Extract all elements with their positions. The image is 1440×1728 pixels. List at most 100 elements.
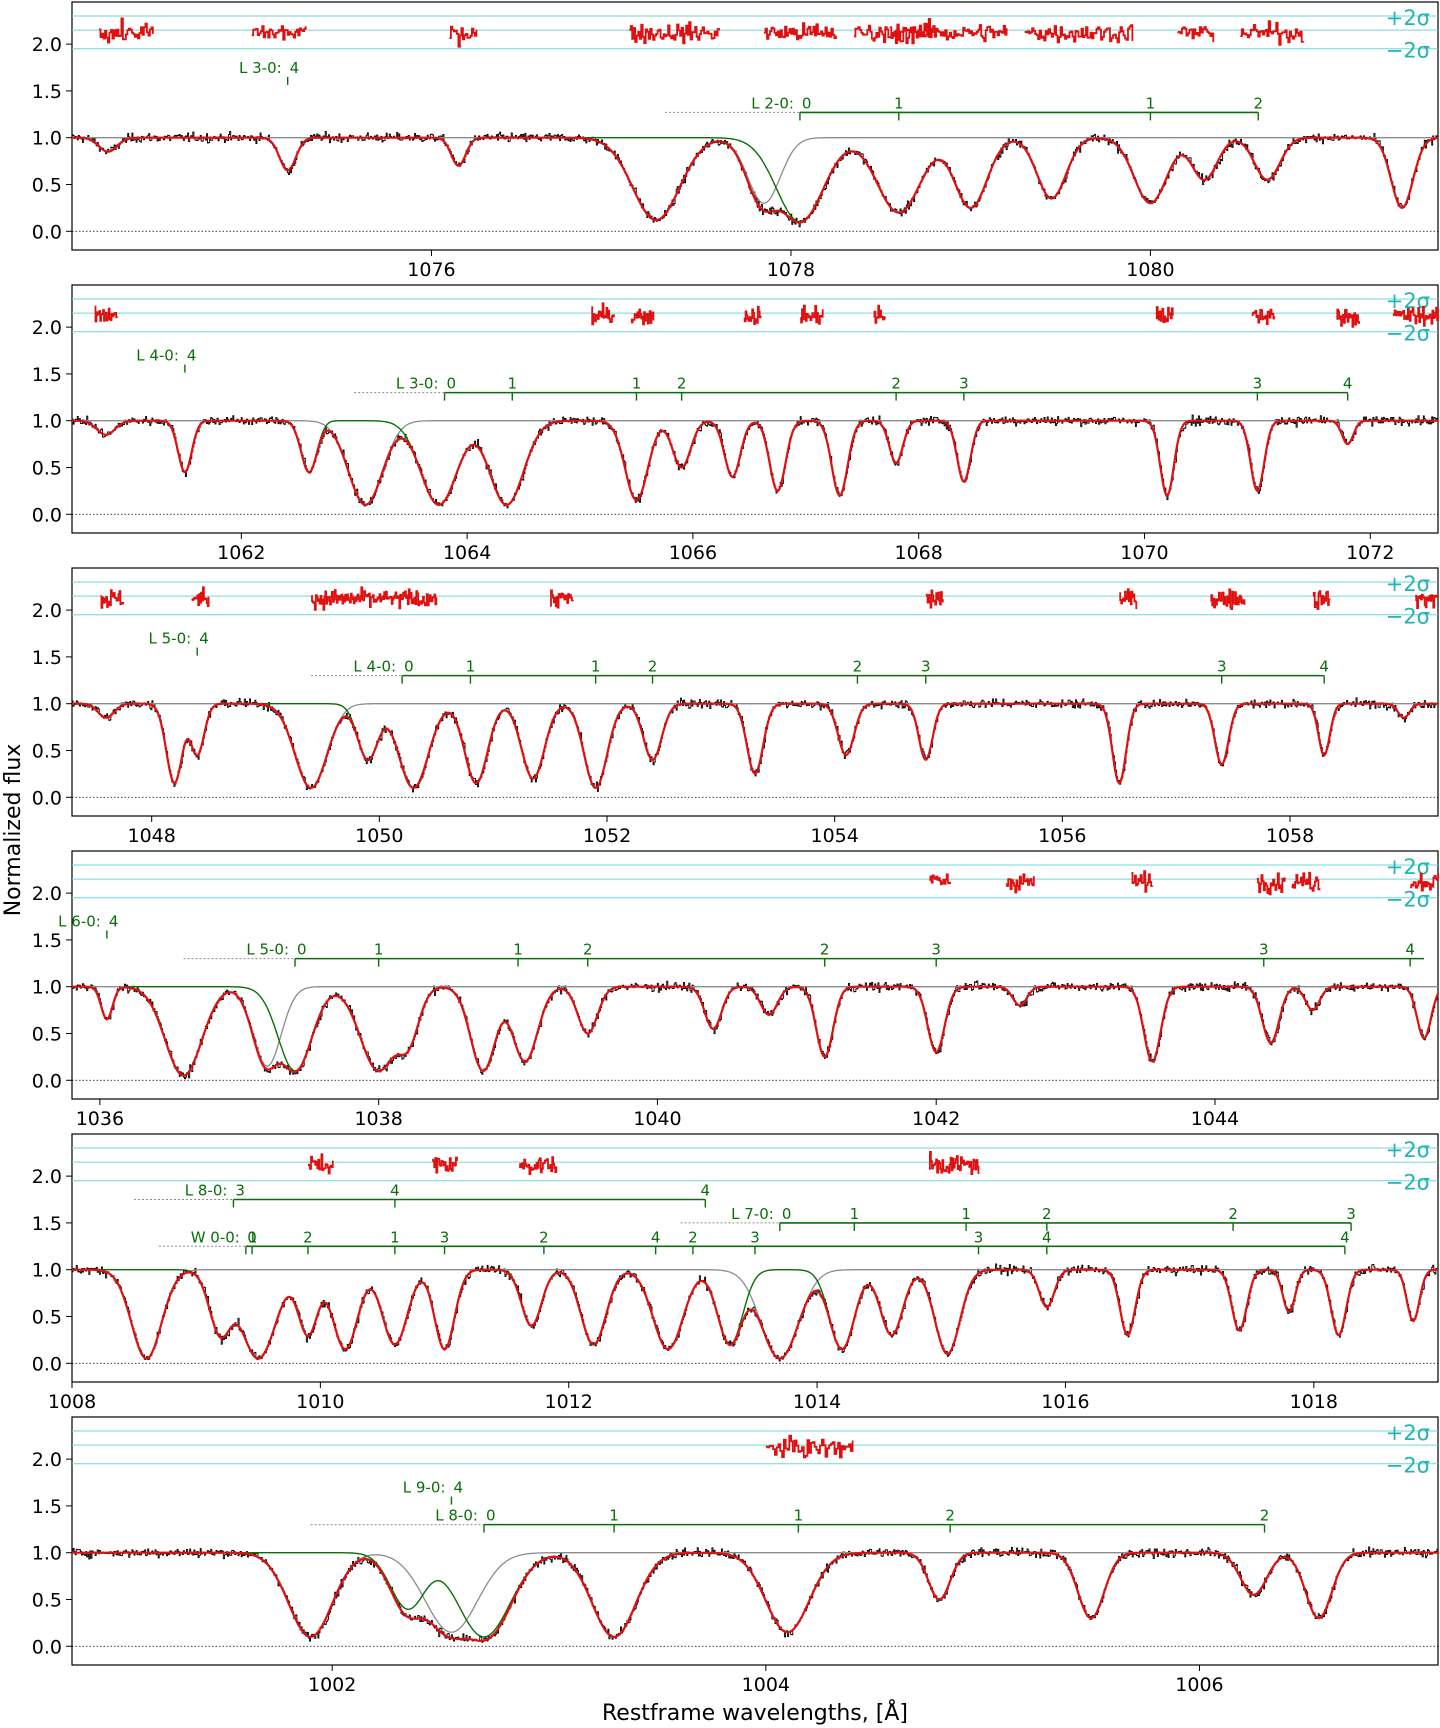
residual-segment — [1177, 26, 1215, 43]
residual-segment — [889, 18, 1008, 45]
line-marker-tick-label: 3 — [931, 941, 941, 959]
y-tick-label: 1.0 — [32, 694, 62, 716]
line-marker-prefix: L 3-0: — [239, 59, 282, 77]
sigma-plus-label: +2σ — [1386, 6, 1430, 30]
residual-segment — [591, 302, 615, 326]
y-tick-label: 2.0 — [32, 34, 62, 56]
line-marker-prefix: L 6-0: — [58, 913, 101, 931]
residual-segment — [1119, 588, 1138, 610]
residual-segment — [550, 589, 574, 609]
line-marker-tick-label: 1 — [513, 941, 523, 959]
line-marker-tick-label: 4 — [701, 1182, 711, 1200]
y-tick-label: 1.5 — [32, 364, 62, 386]
sigma-plus-label: +2σ — [1386, 1421, 1430, 1445]
line-marker-tick-label: 4 — [651, 1228, 661, 1246]
y-tick-label: 2.0 — [32, 883, 62, 905]
residual-segment — [519, 1156, 558, 1176]
line-marker-tick-label: 4 — [290, 59, 300, 77]
line-marker-tick-label: 1 — [466, 658, 476, 676]
line-marker-tick-label: 2 — [688, 1228, 698, 1246]
residual-segment — [1131, 870, 1154, 893]
line-marker-tick-label: 0 — [486, 1507, 496, 1525]
x-tick-label: 1012 — [545, 1391, 593, 1413]
residual-segment — [94, 305, 119, 323]
panel-frame — [71, 1, 1439, 251]
line-marker-tick-label: 3 — [1259, 941, 1269, 959]
line-marker-tick-label: 1 — [248, 1228, 258, 1246]
panel-1: +2σ −2σ 4 L 3-0: 0 1 1 2 L 2-0: 0.0 0.5 1.0 1.5 2.0 10… — [32, 1, 1439, 281]
residual-segment — [873, 304, 886, 324]
y-tick-label: 2.0 — [32, 317, 62, 339]
line-marker-tick-label: 2 — [648, 658, 658, 676]
y-tick-label: 0.5 — [32, 457, 62, 479]
residual-segment — [1251, 308, 1276, 325]
x-tick-label: 1076 — [407, 259, 455, 281]
x-tick-label: 1062 — [217, 542, 265, 564]
y-tick-label: 1.0 — [32, 1543, 62, 1565]
residual-segment — [307, 1153, 334, 1175]
residual-segment — [1392, 305, 1439, 327]
model-component — [72, 420, 1438, 506]
line-marker-tick-label: 3 — [1217, 658, 1227, 676]
line-marker-tick-label: 3 — [750, 1228, 760, 1246]
line-marker-tick-label: 1 — [609, 1507, 619, 1525]
sigma-plus-label: +2σ — [1386, 855, 1430, 879]
model-total — [72, 1268, 1438, 1360]
line-marker-tick-label: 1 — [894, 94, 904, 112]
model-other-component — [72, 420, 1438, 506]
line-marker-tick-label: 0 — [404, 658, 414, 676]
line-marker-prefix: L 7-0: — [731, 1205, 774, 1223]
sigma-minus-label: −2σ — [1386, 1171, 1430, 1195]
line-marker-tick-label: 3 — [921, 658, 931, 676]
panel-3: +2σ −2σ 4 L 5-0: 0 1 1 2 2 3 3 4 L 4-0: 0.0 0.5 1.0 1.5 2… — [32, 567, 1439, 847]
y-tick-label: 1.5 — [32, 930, 62, 952]
sigma-minus-label: −2σ — [1386, 322, 1430, 346]
y-tick-label: 0.0 — [32, 1353, 62, 1375]
line-marker-tick-label: 0 — [802, 94, 812, 112]
line-marker-tick-label: 3 — [235, 1182, 245, 1200]
line-marker-tick-label: 2 — [1260, 1507, 1270, 1525]
line-marker-tick-label: 0 — [297, 941, 307, 959]
line-marker-tick-label: 3 — [440, 1228, 450, 1246]
panel-frame — [71, 1133, 1439, 1383]
residual-segment — [251, 25, 307, 41]
line-marker-prefix: L 2-0: — [751, 94, 794, 112]
x-tick-label: 1044 — [1191, 1108, 1239, 1130]
sigma-minus-label: −2σ — [1386, 605, 1430, 629]
x-tick-label: 1050 — [355, 825, 403, 847]
x-tick-label: 1038 — [354, 1108, 402, 1130]
y-tick-label: 1.0 — [32, 128, 62, 150]
x-tick-label: 1048 — [128, 825, 176, 847]
line-marker-prefix: L 9-0: — [403, 1479, 446, 1497]
panel-frame — [71, 284, 1439, 534]
y-axis-title: Normalized flux — [1, 744, 26, 917]
x-tick-label: 1010 — [296, 1391, 344, 1413]
line-marker-prefix: L 5-0: — [149, 630, 192, 648]
residual-segment — [1291, 871, 1321, 892]
y-tick-label: 0.5 — [32, 1589, 62, 1611]
line-marker-tick-label: 3 — [1346, 1205, 1356, 1223]
line-marker-tick-label: 4 — [453, 1479, 463, 1497]
x-tick-label: 1078 — [767, 259, 815, 281]
residual-segment — [765, 1434, 854, 1459]
panel-6: +2σ −2σ 4 L 9-0: 0 1 1 2 2 L 8-0: 0.0 0.5 1.0 1.5 2.0 1… — [32, 1416, 1439, 1696]
x-tick-label: 1042 — [912, 1108, 960, 1130]
y-tick-label: 0.5 — [32, 1023, 62, 1045]
sigma-plus-label: +2σ — [1386, 572, 1430, 596]
y-tick-label: 0.0 — [32, 504, 62, 526]
line-marker-tick-label: 1 — [390, 1228, 400, 1246]
y-tick-label: 1.5 — [32, 81, 62, 103]
model-total — [72, 702, 1438, 790]
line-marker-tick-label: 2 — [539, 1228, 549, 1246]
x-tick-label: 1002 — [308, 1674, 356, 1696]
line-marker-tick-label: 2 — [853, 658, 863, 676]
observed-spectrum — [72, 130, 1439, 228]
line-marker-tick-label: 3 — [959, 375, 969, 393]
line-marker-tick-label: 4 — [1042, 1228, 1052, 1246]
y-tick-label: 0.5 — [32, 1306, 62, 1328]
line-marker-tick-label: 1 — [374, 941, 384, 959]
line-marker-tick-label: 1 — [591, 658, 601, 676]
y-tick-label: 1.5 — [32, 1496, 62, 1518]
